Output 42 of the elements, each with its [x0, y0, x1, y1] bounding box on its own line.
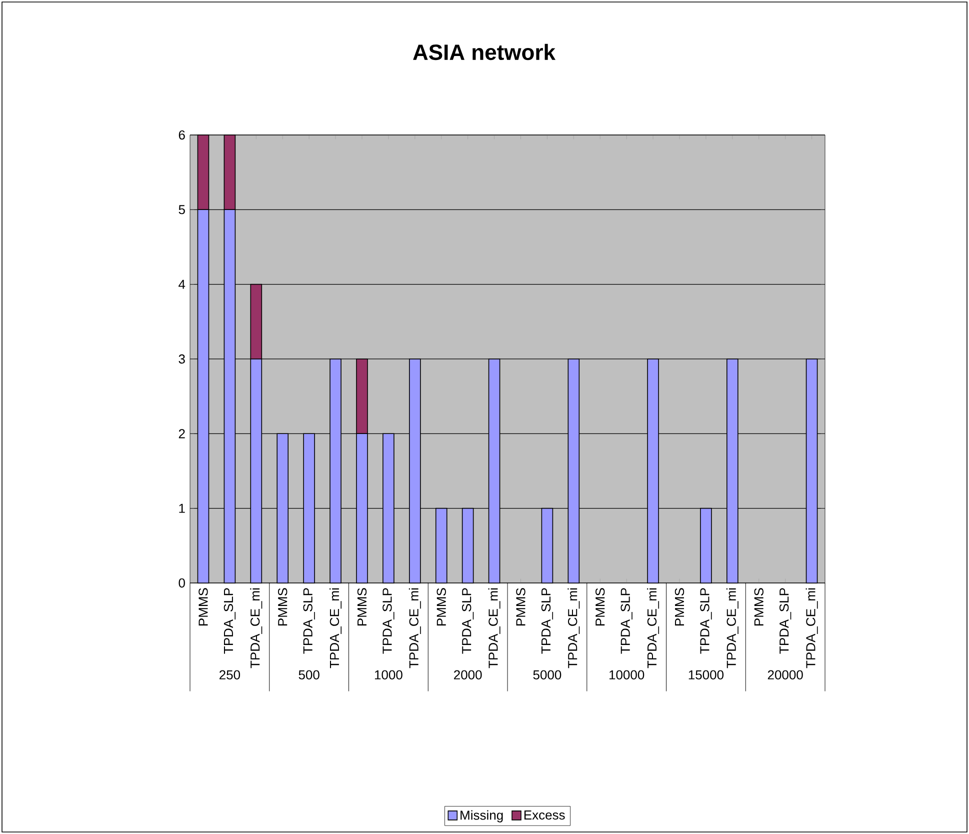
y-tick-label: 5	[178, 205, 185, 214]
y-tick-label: 3	[178, 354, 185, 364]
x-tick-label: PMMS	[674, 588, 684, 626]
text: 5000	[533, 670, 562, 680]
x-tick-label: TPDA_SLP	[700, 588, 712, 654]
x-tick-label: TPDA_SLP	[462, 588, 474, 654]
x-tick-label: PMMS	[754, 588, 764, 626]
x-tick-label: PMMS	[516, 588, 526, 626]
x-tick-label: TPDA_CE_mi	[488, 588, 500, 668]
text: 500	[298, 670, 320, 680]
x-tick-label: TPDA_CE_mi	[408, 588, 421, 668]
x-tick-label: TPDA_SLP	[303, 588, 315, 654]
x-tick-label: PMMS	[357, 588, 367, 626]
x-tick-label: TPDA_CE_mi	[568, 588, 580, 668]
x-tick-label: TPDA_CE_mi	[726, 588, 738, 668]
legend-label: Excess	[524, 810, 565, 820]
y-tick-label: 6	[178, 130, 185, 140]
text: 1000	[374, 670, 402, 680]
x-tick-label: TPDA_SLP	[224, 588, 236, 654]
x-tick-label: TPDA_CE_mi	[250, 588, 262, 668]
legend-label: Missing	[460, 810, 503, 822]
text: 250	[220, 670, 240, 680]
y-tick-label: 0	[178, 578, 185, 588]
x-tick-label: TPDA_CE_mi	[330, 588, 342, 668]
text: 2000	[454, 670, 482, 680]
chart-title: ASIA network	[413, 44, 556, 60]
x-tick-label: PMMS	[436, 588, 446, 626]
text: 10000	[609, 670, 644, 680]
x-tick-label: TPDA_SLP	[620, 588, 632, 654]
x-tick-label: TPDA_CE_mi	[806, 588, 818, 668]
x-tick-label: TPDA_SLP	[541, 588, 554, 654]
text: 20000	[768, 670, 803, 680]
x-tick-label: PMMS	[278, 588, 288, 626]
x-tick-label: TPDA_SLP	[382, 588, 394, 654]
x-tick-label: PMMS	[596, 588, 605, 626]
x-tick-label: PMMS	[198, 588, 208, 626]
y-tick-label: 1	[179, 504, 185, 513]
y-tick-label: 4	[178, 280, 186, 289]
x-tick-label: TPDA_CE_mi	[647, 588, 660, 668]
y-tick-label: 2	[178, 429, 185, 438]
x-tick-label: TPDA_SLP	[779, 588, 792, 654]
text: 15000	[688, 670, 724, 680]
